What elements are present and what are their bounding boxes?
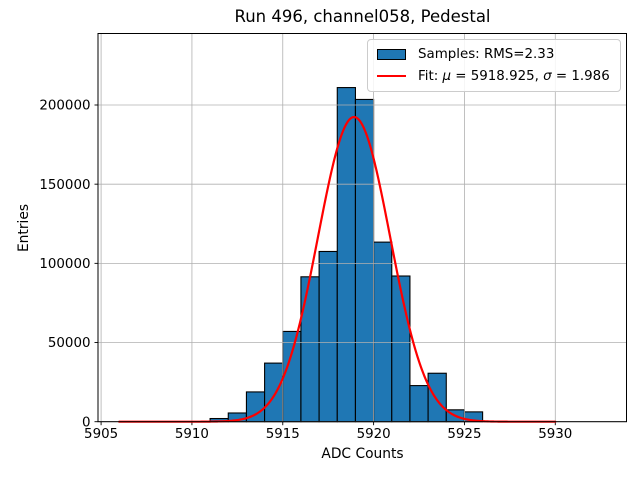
legend-item-samples: Samples: RMS=2.33: [377, 46, 611, 64]
x-tick-label: 5920: [357, 427, 391, 442]
y-tick-label: 0: [82, 415, 91, 430]
y-tick-label: 150000: [39, 178, 90, 193]
histogram-swatch-icon: [377, 49, 406, 61]
legend-fit-label: Fit: μ = 5918.925, σ = 1.986: [418, 68, 610, 84]
axes-frame: [97, 33, 627, 423]
x-tick-label: 5910: [175, 427, 209, 442]
histogram-bar: [391, 275, 411, 423]
y-tick-label: 200000: [39, 99, 90, 114]
chart-title: Run 496, channel058, Pedestal: [234, 7, 491, 26]
sigma-symbol: σ: [543, 68, 552, 84]
histogram-bar: [318, 250, 338, 423]
x-tick-label: 5925: [447, 427, 481, 442]
histogram-bar: [373, 241, 393, 423]
x-axis-label: ADC Counts: [321, 446, 404, 462]
x-tick-label: 5905: [84, 427, 118, 442]
legend: Samples: RMS=2.33 Fit: μ = 5918.925, σ =…: [367, 39, 621, 92]
y-tick-label: 50000: [48, 336, 91, 351]
histogram-bar: [300, 276, 320, 423]
legend-item-fit: Fit: μ = 5918.925, σ = 1.986: [377, 67, 611, 85]
fit-line-swatch-icon: [377, 75, 406, 78]
histogram-bar: [409, 385, 429, 423]
x-tick-label: 5930: [538, 427, 572, 442]
x-tick-label: 5915: [266, 427, 300, 442]
histogram-bar: [427, 372, 447, 423]
mu-symbol: μ: [442, 68, 451, 84]
histogram-bar: [282, 330, 302, 423]
y-tick-label: 100000: [39, 257, 90, 272]
legend-samples-label: Samples: RMS=2.33: [418, 47, 555, 63]
histogram-bar: [264, 362, 284, 423]
